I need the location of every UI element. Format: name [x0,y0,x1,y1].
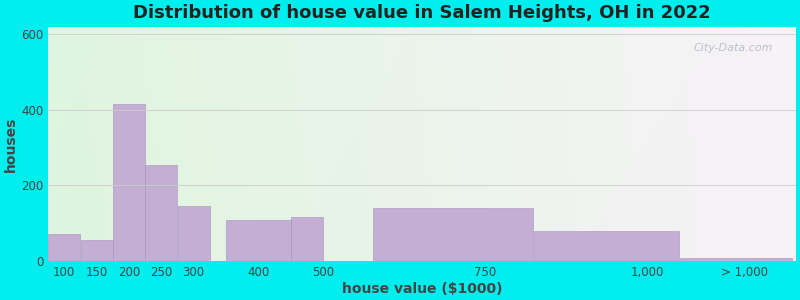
Bar [680,258,792,261]
Title: Distribution of house value in Salem Heights, OH in 2022: Distribution of house value in Salem Hei… [133,4,711,22]
Bar [534,231,678,261]
Y-axis label: houses: houses [4,116,18,172]
Bar [291,217,323,261]
Bar [81,240,113,261]
Text: City-Data.com: City-Data.com [694,43,774,53]
Bar [113,104,145,261]
Bar [48,234,80,261]
X-axis label: house value ($1000): house value ($1000) [342,282,502,296]
Bar [146,165,178,261]
Bar [373,208,533,261]
Bar [178,206,210,261]
Bar [226,220,290,261]
